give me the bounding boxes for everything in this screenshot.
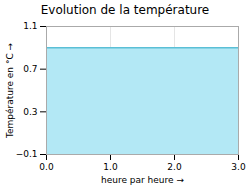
svg-text:0.0: 0.0 — [39, 162, 54, 172]
svg-text:3.0: 3.0 — [231, 162, 246, 172]
svg-text:2.0: 2.0 — [167, 162, 182, 172]
svg-text:0.7: 0.7 — [23, 64, 37, 74]
svg-text:0.3: 0.3 — [23, 107, 37, 117]
svg-text:−0.1: −0.1 — [16, 149, 38, 159]
svg-text:1.0: 1.0 — [103, 162, 118, 172]
svg-text:1.1: 1.1 — [23, 21, 37, 31]
html-text:Evolution de la température: Evolution de la température — [40, 3, 210, 17]
svg-text:Température en °C →: Température en °C → — [5, 42, 15, 139]
svg-text:heure par heure →: heure par heure → — [101, 175, 184, 185]
